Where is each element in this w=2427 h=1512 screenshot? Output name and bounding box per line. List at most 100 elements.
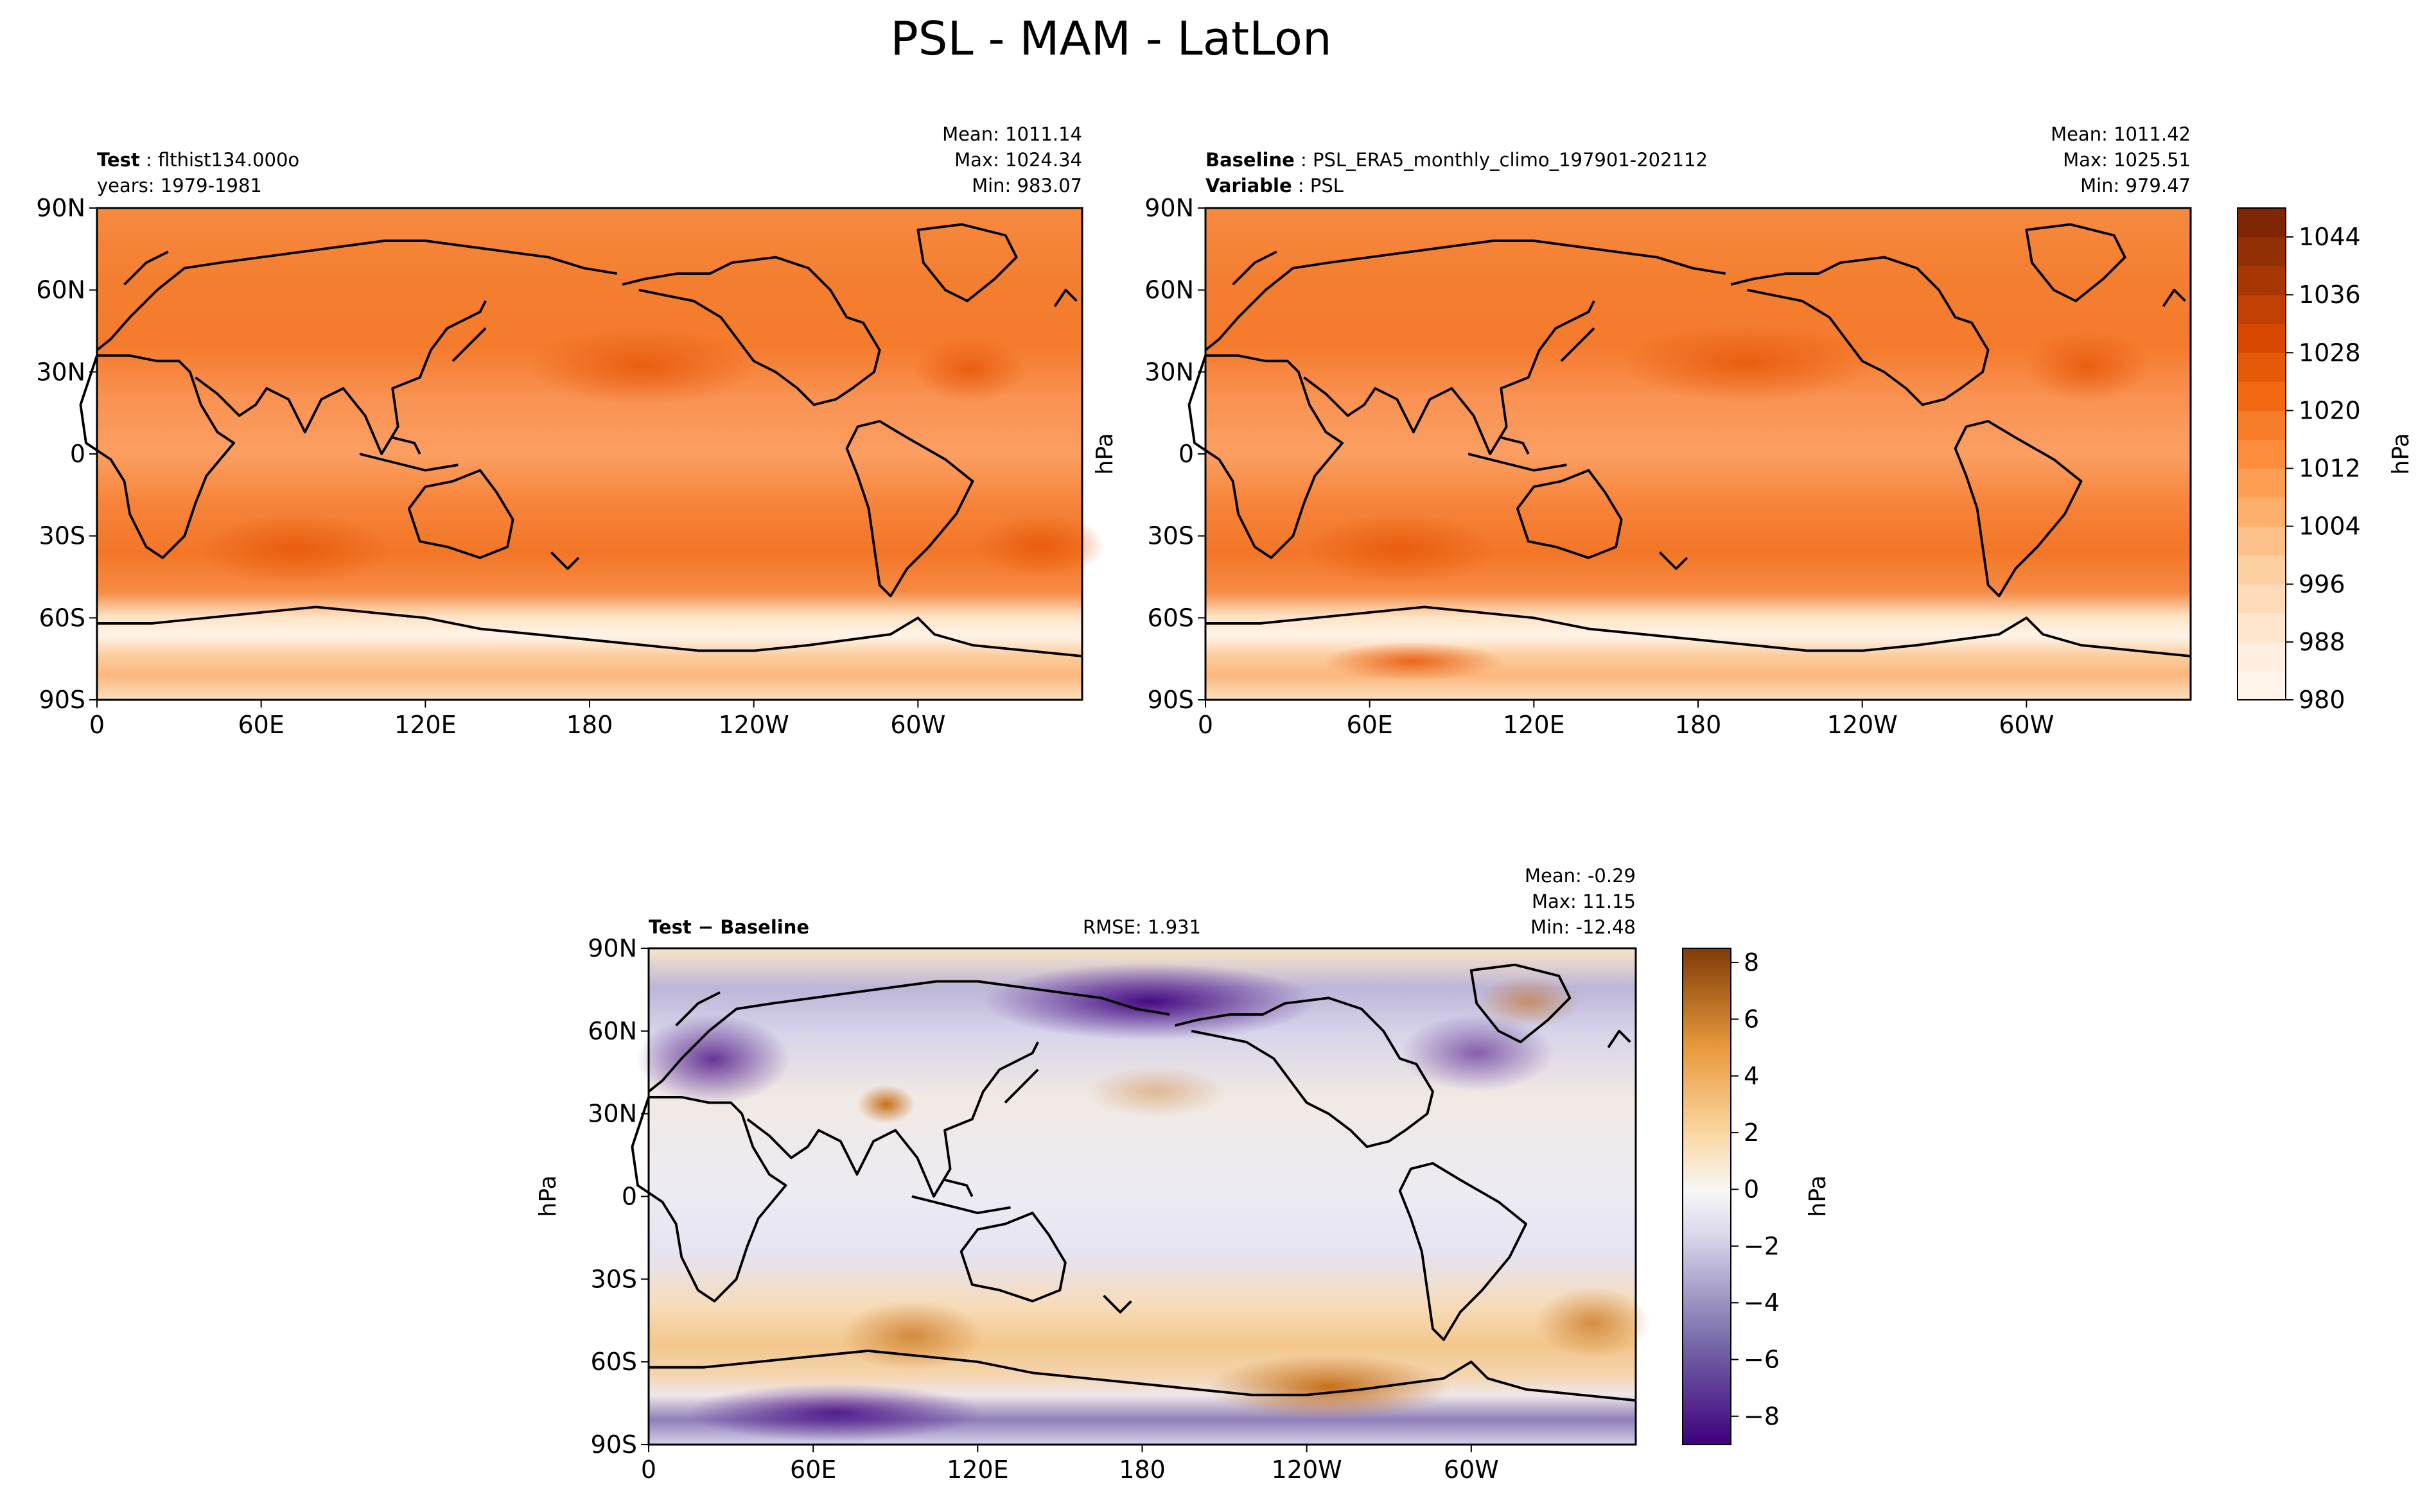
baseline-mean: Mean: 1011.42 bbox=[2051, 123, 2191, 145]
lon-tick-label: 60W bbox=[890, 711, 945, 739]
psl-colorbar-step bbox=[2238, 613, 2286, 643]
psl-colorbar-tick-label: 1020 bbox=[2299, 396, 2361, 424]
diff-colorbar-tick-label: 0 bbox=[1744, 1175, 1759, 1203]
lon-tick-label: 180 bbox=[566, 711, 613, 739]
test-high-south-indian bbox=[199, 514, 392, 584]
psl-colorbar-step bbox=[2238, 352, 2286, 382]
psl-colorbar-step bbox=[2238, 381, 2286, 412]
diff-pos-north-pacific bbox=[1085, 1066, 1227, 1117]
lon-tick-label: 60W bbox=[1999, 711, 2054, 739]
test-case-name: flthist134.000o bbox=[158, 149, 299, 171]
lat-tick-label: 90N bbox=[36, 194, 85, 222]
lat-tick-label: 30S bbox=[591, 1265, 637, 1293]
psl-colorbar-step bbox=[2238, 295, 2286, 324]
lat-tick-label: 90S bbox=[591, 1430, 637, 1459]
test-high-north-atlantic bbox=[912, 337, 1028, 401]
diff-colorbar-tick-label: 4 bbox=[1744, 1062, 1759, 1090]
psl-colorbar-tick-label: 1012 bbox=[2299, 455, 2361, 483]
lat-tick-label: 0 bbox=[622, 1183, 637, 1211]
baseline-high-south-indian bbox=[1304, 514, 1496, 584]
psl-colorbar-tick-label: 1036 bbox=[2299, 281, 2361, 309]
diff-pos-south-indian bbox=[841, 1300, 983, 1371]
diff-pos-south-pacific bbox=[1207, 1355, 1451, 1419]
diff-pos-south-atlantic bbox=[1535, 1287, 1651, 1358]
baseline-case-name: PSL_ERA5_monthly_climo_197901-202112 bbox=[1313, 149, 1708, 171]
test-high-north-pacific bbox=[527, 327, 758, 404]
lon-tick-label: 120E bbox=[394, 711, 457, 739]
diff-colorbar-ticks: 8 6 4 2 0 −2 −4 −6 −8 bbox=[1731, 948, 1780, 1430]
psl-colorbar-step bbox=[2238, 497, 2286, 527]
lon-tick-label: 0 bbox=[1198, 711, 1213, 739]
baseline-label-line1: Baseline : PSL_ERA5_monthly_climo_197901… bbox=[1205, 149, 1708, 171]
lon-tick-label: 180 bbox=[1675, 711, 1722, 739]
diff-max: Max: 11.15 bbox=[1532, 891, 1636, 912]
psl-colorbar-steps bbox=[2238, 208, 2286, 700]
psl-colorbar-tick-label: 988 bbox=[2299, 628, 2345, 656]
diff-colorbar-frame bbox=[1682, 948, 1731, 1445]
psl-colorbar-step bbox=[2238, 468, 2286, 498]
diff-rmse: RMSE: 1.931 bbox=[1083, 916, 1201, 938]
baseline-high-antarctic bbox=[1323, 642, 1503, 681]
lat-tick-label: 90N bbox=[588, 934, 637, 962]
lat-tick-label: 30N bbox=[36, 358, 85, 386]
test-lat-axis: 90N 60N 30N 0 30S 60S 90S bbox=[36, 194, 97, 714]
test-label-line1: Test : flthist134.000o bbox=[97, 149, 299, 171]
lat-tick-label: 30S bbox=[1148, 522, 1194, 550]
lat-tick-label: 60S bbox=[591, 1348, 637, 1376]
lon-tick-label: 0 bbox=[89, 711, 105, 739]
lat-tick-label: 60N bbox=[588, 1017, 637, 1045]
baseline-min: Min: 979.47 bbox=[2080, 175, 2191, 196]
lon-tick-label: 120E bbox=[947, 1456, 1009, 1484]
diff-colorbar-units: hPa bbox=[1805, 1176, 1831, 1217]
test-lon-axis: 0 60E 120E 180 120W 60W bbox=[89, 700, 945, 739]
diff-mean: Mean: -0.29 bbox=[1525, 865, 1636, 887]
lat-tick-label: 30S bbox=[39, 522, 85, 550]
baseline-label-bold: Baseline bbox=[1205, 149, 1295, 171]
psl-colorbar-step bbox=[2238, 410, 2286, 440]
lat-tick-label: 0 bbox=[70, 440, 85, 468]
psl-colorbar-tick-label: 1044 bbox=[2299, 223, 2361, 251]
test-max: Max: 1024.34 bbox=[954, 149, 1082, 171]
lat-tick-label: 30N bbox=[588, 1100, 637, 1128]
lon-tick-label: 60W bbox=[1444, 1456, 1499, 1484]
psl-colorbar-step bbox=[2238, 324, 2286, 353]
psl-colorbar-step bbox=[2238, 670, 2286, 700]
lon-tick-label: 120W bbox=[719, 711, 789, 739]
psl-colorbar-step bbox=[2238, 266, 2286, 295]
lon-tick-label: 0 bbox=[641, 1456, 656, 1484]
lat-tick-label: 90N bbox=[1144, 194, 1194, 222]
baseline-ylabel-units: hPa bbox=[1092, 433, 1118, 475]
diff-neg-siberia bbox=[636, 1014, 790, 1104]
diff-colorbar-tick-label: −4 bbox=[1744, 1289, 1780, 1317]
diff-colorbar-fill bbox=[1683, 948, 1731, 1445]
diff-neg-canada bbox=[1400, 1014, 1554, 1091]
psl-colorbar-step bbox=[2238, 237, 2286, 266]
test-label-bold: Test bbox=[97, 149, 140, 171]
baseline-lat-axis: 90N 60N 30N 0 30S 60S 90S bbox=[1144, 194, 1205, 714]
psl-colorbar-tick-label: 1028 bbox=[2299, 338, 2361, 367]
diff-colorbar-tick-label: −2 bbox=[1744, 1232, 1780, 1260]
test-high-south-atlantic bbox=[976, 514, 1105, 578]
panel-test: Test : flthist134.000o years: 1979-1981 … bbox=[36, 123, 1105, 739]
psl-colorbar-step bbox=[2238, 526, 2286, 556]
baseline-max: Max: 1025.51 bbox=[2063, 149, 2191, 171]
psl-colorbar-step bbox=[2238, 641, 2286, 672]
diff-lat-axis: 90N 60N 30N 0 30S 60S 90S bbox=[588, 934, 649, 1459]
lat-tick-label: 90S bbox=[39, 686, 85, 714]
diff-pos-tibet bbox=[857, 1085, 915, 1124]
psl-colorbar-step bbox=[2238, 439, 2286, 469]
figure-title: PSL - MAM - LatLon bbox=[890, 12, 1331, 65]
baseline-variable-bold: Variable bbox=[1205, 175, 1292, 196]
lon-tick-label: 180 bbox=[1119, 1456, 1166, 1484]
psl-colorbar-step bbox=[2238, 208, 2286, 238]
lat-tick-label: 60N bbox=[1144, 276, 1194, 304]
diff-ylabel-units: hPa bbox=[535, 1176, 561, 1217]
diff-lon-axis: 0 60E 120E 180 120W 60W bbox=[641, 1445, 1499, 1484]
lat-tick-label: 0 bbox=[1178, 440, 1194, 468]
test-min: Min: 983.07 bbox=[972, 175, 1082, 196]
lat-tick-label: 60N bbox=[36, 276, 85, 304]
psl-colorbar-ticks: 1044 1036 1028 1020 1012 1004 996 988 980 bbox=[2286, 223, 2361, 714]
psl-colorbar-tick-label: 980 bbox=[2299, 686, 2345, 714]
baseline-lon-axis: 0 60E 120E 180 120W 60W bbox=[1198, 700, 2054, 739]
